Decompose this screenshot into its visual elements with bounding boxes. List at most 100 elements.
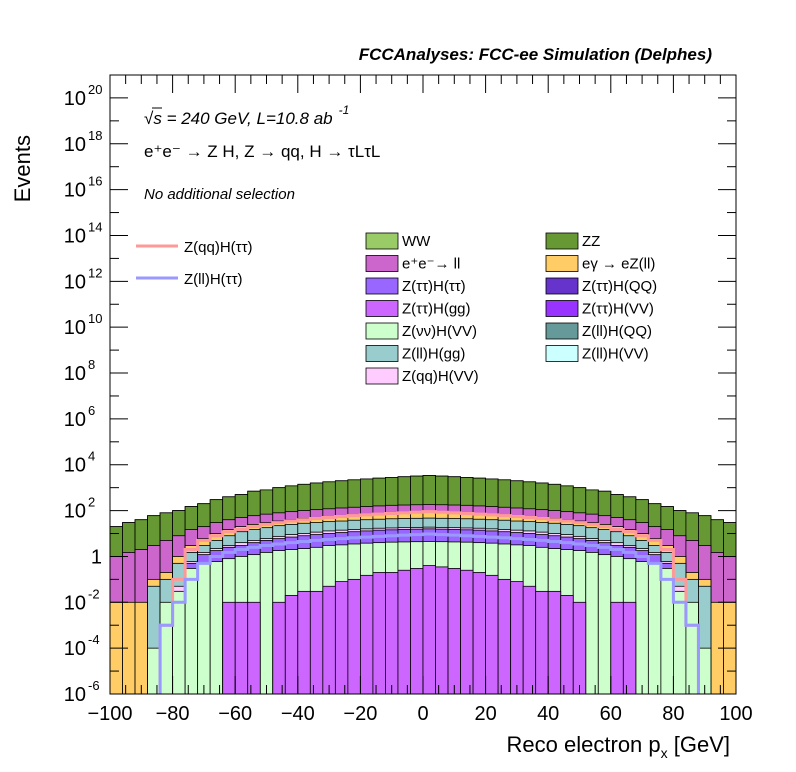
y-axis-label: Events xyxy=(10,135,35,202)
energy-exponent: -1 xyxy=(339,103,350,117)
stack-legend-label: ZZ xyxy=(582,233,600,250)
stack-bar xyxy=(284,594,299,695)
stack-bar xyxy=(234,601,249,695)
stack-bar xyxy=(259,552,274,695)
y-tick-label: 10 xyxy=(64,592,86,614)
stack-bar xyxy=(159,601,174,695)
stack-legend-label: Z(ττ)H(VV) xyxy=(582,301,654,318)
y-tick-label: 10 xyxy=(64,409,86,431)
annotation-process: e⁺e⁻ → Z H, Z → qq, H → τLτL xyxy=(144,142,380,161)
stack-legend-swatch xyxy=(365,232,399,250)
stack-legend-swatch xyxy=(545,322,579,340)
y-tick-label: 10 xyxy=(64,225,86,247)
x-tick-label: 80 xyxy=(662,703,684,725)
annotation-energy-text: √s = 240 GeV, L=10.8 ab -1 xyxy=(144,103,349,128)
stack-bar xyxy=(610,601,624,695)
stack-bar xyxy=(334,581,349,695)
stack-bar xyxy=(622,601,637,695)
stack-legend-swatch xyxy=(545,345,579,362)
stack-legend-swatch xyxy=(545,277,579,295)
stack-bar xyxy=(184,568,199,695)
stack-bar xyxy=(572,601,587,695)
stack-bar xyxy=(134,601,148,695)
stack-8 xyxy=(222,565,637,695)
stack-bar xyxy=(685,601,699,695)
y-tick-exponent: 18 xyxy=(88,128,102,143)
chart-title: FCCAnalyses: FCC-ee Simulation (Delphes) xyxy=(359,45,713,64)
stack-bar xyxy=(297,590,311,695)
stack-bar xyxy=(597,554,612,695)
signal-legend: Z(qq)H(ττ) Z(ll)H(ττ) xyxy=(136,239,253,288)
stack-bar xyxy=(560,594,574,695)
stack-bar xyxy=(222,601,236,695)
stack-bar xyxy=(359,574,374,695)
y-tick-exponent: 20 xyxy=(88,82,102,97)
y-tick-label: 10 xyxy=(64,271,86,293)
stack-legend-label: Z(ττ)H(gg) xyxy=(402,301,471,318)
stack-bar xyxy=(422,565,436,695)
stack-bar xyxy=(272,601,286,695)
energy-text: = 240 GeV, L=10.8 ab xyxy=(162,109,333,128)
stack-bar xyxy=(372,572,386,695)
x-tick-label: −40 xyxy=(281,703,315,725)
signal-line-1 xyxy=(158,532,700,694)
stack-bar xyxy=(147,647,161,695)
y-tick-exponent: 16 xyxy=(88,174,102,189)
x-tick-label: −60 xyxy=(218,703,252,725)
y-tick-label: 10 xyxy=(64,638,86,660)
stack-legend: WW ZZ e⁺e⁻→ ll eγ → eZ(ll) Z(ττ)H(ττ) Z(ττ)H(… xyxy=(365,232,657,385)
y-tick-label: 10 xyxy=(64,88,86,110)
stack-legend-label: Z(ττ)H(QQ) xyxy=(582,278,657,295)
stack-legend-label: WW xyxy=(402,233,431,250)
stack-bar xyxy=(447,568,461,695)
y-tick-label: 10 xyxy=(64,317,86,339)
x-tick-label: 100 xyxy=(719,703,752,725)
annotation-energy: √s = 240 GeV, L=10.8 ab -1 xyxy=(144,103,349,128)
y-tick-label: 10 xyxy=(64,684,86,706)
stack-bar xyxy=(385,572,399,695)
y-tick-exponent: 2 xyxy=(88,495,95,510)
stack-legend-swatch xyxy=(365,255,399,272)
stack-legend-swatch xyxy=(365,367,399,385)
stack-bar xyxy=(485,574,499,695)
y-tick-exponent: 8 xyxy=(88,357,95,372)
stack-legend-label: Z(ll)H(VV) xyxy=(582,346,649,363)
stack-legend-swatch xyxy=(365,300,399,317)
x-axis: −100 −80 −60 −40 −20 0 20 40 60 80 100 xyxy=(87,75,753,725)
stack-bar xyxy=(660,568,674,695)
stack-bar xyxy=(322,585,336,695)
y-tick-label: 10 xyxy=(64,180,86,202)
stack-legend-label: Z(qq)H(VV) xyxy=(402,368,479,385)
signal-legend-label: Z(qq)H(ττ) xyxy=(184,239,253,256)
stack-bar xyxy=(647,562,662,695)
x-axis-label: Reco electron px [GeV] xyxy=(507,732,730,761)
y-tick-label: 10 xyxy=(64,501,86,523)
y-tick-exponent: -4 xyxy=(88,632,100,647)
x-tick-label: 60 xyxy=(600,703,622,725)
stack-bar xyxy=(410,568,424,695)
signal-layer xyxy=(158,510,700,694)
y-tick-label: 1 xyxy=(91,546,102,568)
y-tick-exponent: -2 xyxy=(88,586,100,601)
x-tick-label: −100 xyxy=(87,703,132,725)
y-tick-exponent: -6 xyxy=(88,678,100,693)
stack-bar xyxy=(309,590,324,695)
y-tick-label: 10 xyxy=(64,363,86,385)
sqrt-arg: s xyxy=(153,109,162,128)
stack-bar xyxy=(585,552,599,695)
x-tick-label: 20 xyxy=(474,703,496,725)
stack-bar xyxy=(673,590,687,695)
stack-legend-swatch xyxy=(545,300,579,317)
y-tick-exponent: 12 xyxy=(88,265,102,280)
signal-line-0 xyxy=(158,510,700,694)
x-tick-label: 0 xyxy=(417,703,428,725)
x-tick-label: 40 xyxy=(537,703,559,725)
stack-bar xyxy=(510,581,524,695)
stack-bar xyxy=(197,562,211,695)
annotation-selection: No additional selection xyxy=(144,186,295,203)
stack-legend-swatch xyxy=(365,277,399,295)
stack-bar xyxy=(547,590,562,695)
stack-legend-label: e⁺e⁻→ ll xyxy=(402,256,460,273)
stack-legend-label: Z(ττ)H(ττ) xyxy=(402,278,466,295)
